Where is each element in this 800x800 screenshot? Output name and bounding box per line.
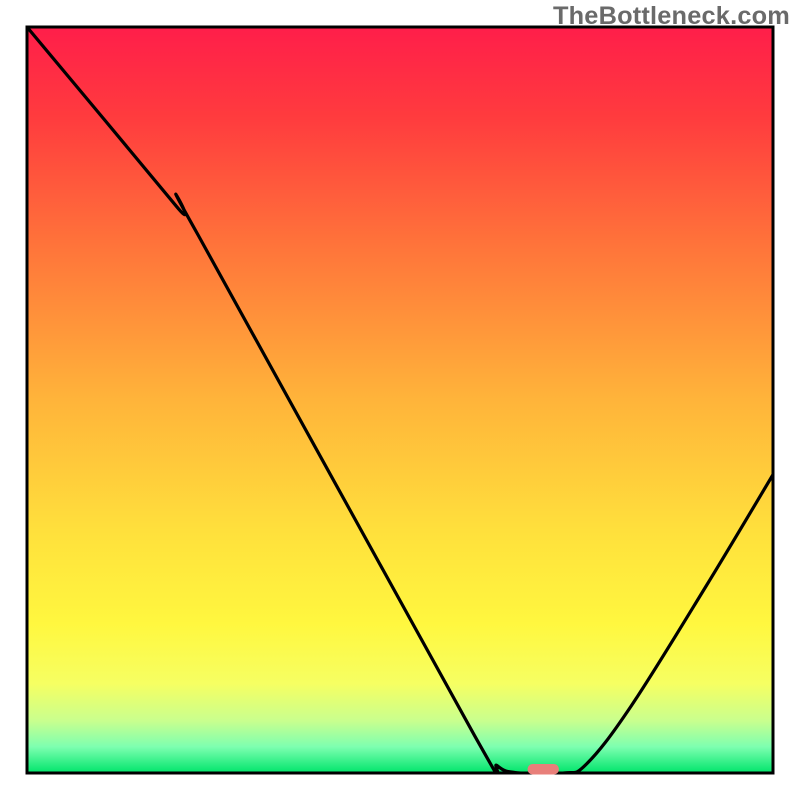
bottleneck-chart: TheBottleneck.com: [0, 0, 800, 800]
optimal-marker: [528, 764, 559, 774]
chart-svg: [0, 0, 800, 800]
